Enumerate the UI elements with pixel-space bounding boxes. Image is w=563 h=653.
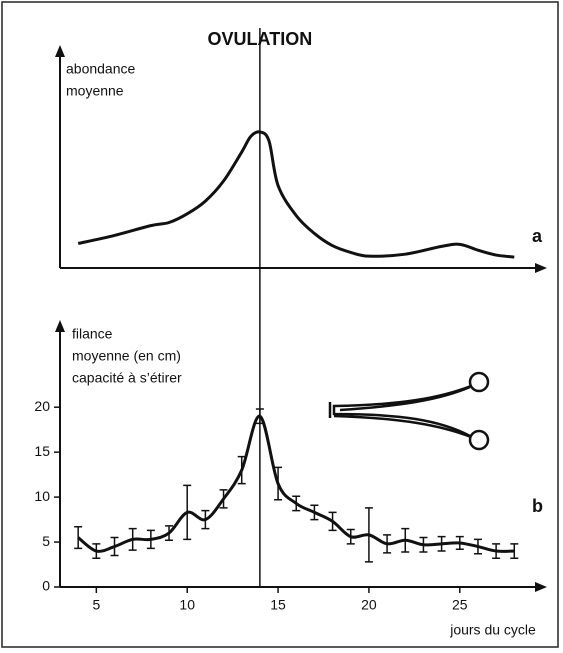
error-bar xyxy=(401,527,410,553)
error-bar xyxy=(255,408,264,425)
error-bar xyxy=(419,536,428,553)
y-tick-label: 20 xyxy=(34,398,50,414)
ovulation-label: OVULATION xyxy=(208,29,313,49)
error-bar xyxy=(146,529,155,550)
error-bar xyxy=(74,526,83,550)
x-axis-arrow xyxy=(535,263,547,273)
x-tick-label: 25 xyxy=(452,597,468,613)
error-bar xyxy=(310,504,319,521)
y-tick-label: 5 xyxy=(42,533,50,549)
x-tick-label: 5 xyxy=(92,597,100,613)
error-bar xyxy=(292,495,301,512)
panel-label: a xyxy=(532,226,543,246)
error-bar xyxy=(328,511,337,532)
error-bar xyxy=(165,525,174,542)
error-bar xyxy=(92,543,101,559)
x-axis-label: jours du cycle xyxy=(449,622,536,638)
y-axis-label: filance xyxy=(72,326,113,342)
error-bar xyxy=(201,509,210,530)
y-axis-label: moyenne (en cm) xyxy=(72,348,181,364)
error-bar xyxy=(510,543,519,559)
error-bar xyxy=(183,484,192,541)
filance-curve xyxy=(77,414,515,553)
y-axis-label: abondance xyxy=(66,61,136,77)
y-axis-arrow xyxy=(55,45,65,57)
y-tick-label: 0 xyxy=(42,578,50,594)
error-bar xyxy=(383,534,392,554)
x-tick-label: 20 xyxy=(361,597,377,613)
panel-label: b xyxy=(532,496,543,516)
y-tick-label: 10 xyxy=(34,488,50,504)
error-bar xyxy=(437,535,446,552)
x-axis-arrow xyxy=(535,582,547,592)
error-bar xyxy=(492,543,501,559)
error-bar xyxy=(455,535,464,550)
error-bar xyxy=(364,507,373,563)
error-bar xyxy=(473,538,482,555)
y-axis-label: capacité à s’étirer xyxy=(72,370,182,386)
x-tick-label: 15 xyxy=(270,597,286,613)
error-bar xyxy=(128,527,137,551)
error-bar xyxy=(219,489,228,509)
error-bar xyxy=(237,455,246,485)
y-axis-label: moyenne xyxy=(66,83,124,99)
x-tick-label: 10 xyxy=(179,597,195,613)
y-axis-arrow xyxy=(55,320,65,332)
error-bar xyxy=(110,536,119,557)
y-tick-label: 15 xyxy=(34,443,50,459)
error-bar xyxy=(346,528,355,545)
error-bar xyxy=(274,466,283,501)
scissors-icon xyxy=(328,371,490,451)
abundance-curve xyxy=(77,130,515,259)
